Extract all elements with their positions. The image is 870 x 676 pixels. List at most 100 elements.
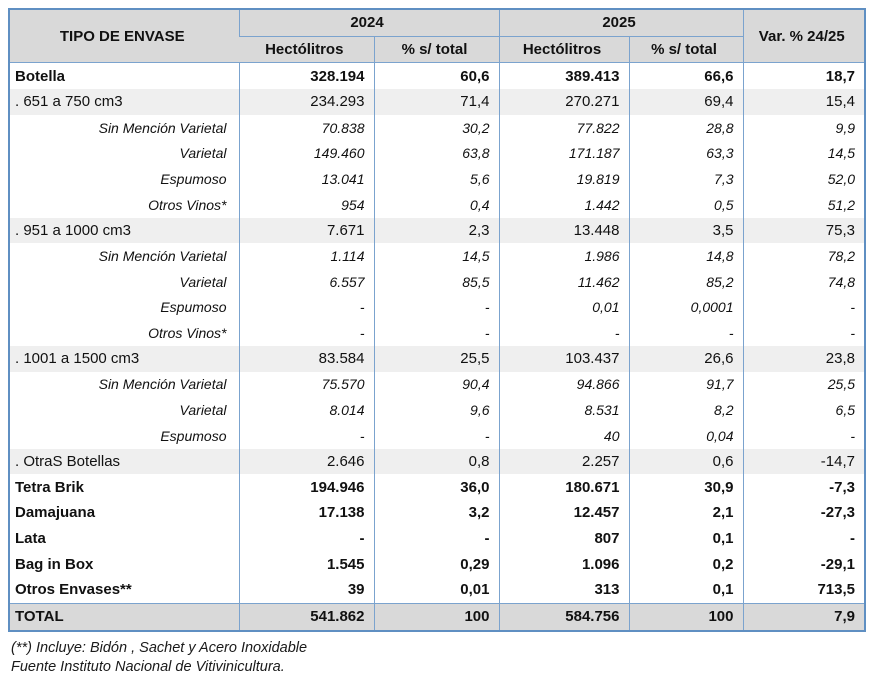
row-label-cell: Varietal xyxy=(9,140,239,167)
value-cell: 149.460 xyxy=(238,140,374,167)
value-cell: - xyxy=(373,423,499,449)
value-cell: 39 xyxy=(238,577,374,604)
table-row: Varietal 8.014 9,6 8.531 8,2 6,5 xyxy=(9,397,865,423)
value-cell: 2.257 xyxy=(498,448,629,475)
value-cell: 2,1 xyxy=(628,500,743,526)
value-cell: 541.862 xyxy=(238,602,374,631)
table-row: Otros Vinos* 954 0,4 1.442 0,5 51,2 xyxy=(9,191,865,218)
value-cell: 60,6 xyxy=(373,62,499,90)
row-label-cell: . 651 a 750 cm3 xyxy=(9,89,239,115)
value-cell: - xyxy=(498,320,629,346)
row-label-cell: Varietal xyxy=(9,268,239,295)
value-cell: 6,5 xyxy=(742,397,865,423)
value-cell: 11.462 xyxy=(498,268,629,295)
value-cell: - xyxy=(742,525,865,552)
table-body: Botella 328.194 60,6 389.413 66,6 18,7. 651 a… xyxy=(9,62,865,631)
value-cell: 25,5 xyxy=(742,371,865,398)
row-label-cell: Bag in Box xyxy=(9,551,239,578)
value-cell: 74,8 xyxy=(742,268,865,295)
table-row: . 651 a 750 cm3 234.293 71,4 270.271 69,4 15,… xyxy=(9,89,865,115)
value-cell: 194.946 xyxy=(238,474,374,501)
value-cell: 8.014 xyxy=(238,397,374,423)
value-cell: 0,1 xyxy=(628,577,743,604)
subheader-hectolitros-2024: Hectólitros xyxy=(239,36,374,64)
value-cell: 7,3 xyxy=(628,166,743,192)
value-cell: - xyxy=(742,320,865,346)
value-cell: 1.114 xyxy=(238,243,374,269)
row-label-cell: Espumoso xyxy=(9,423,239,449)
value-cell: - xyxy=(373,525,499,552)
row-label-cell: Botella xyxy=(9,62,239,90)
table-row: Botella 328.194 60,6 389.413 66,6 18,7 xyxy=(9,62,865,90)
value-cell: 713,5 xyxy=(742,577,865,604)
table-header: TIPO DE ENVASE 2024 2025 Var. % 24/25 He… xyxy=(9,9,865,64)
table-row: TOTAL 541.862 100 584.756 100 7,9 xyxy=(9,602,865,631)
value-cell: -29,1 xyxy=(742,551,865,578)
value-cell: - xyxy=(742,423,865,449)
value-cell: 63,3 xyxy=(628,140,743,167)
table-row: Otros Envases** 39 0,01 313 0,1 713,5 xyxy=(9,577,865,604)
value-cell: 30,9 xyxy=(628,474,743,501)
table-row: Sin Mención Varietal 70.838 30,2 77.822 28,8… xyxy=(9,114,865,141)
row-label-cell: Sin Mención Varietal xyxy=(9,243,239,269)
value-cell: 75,3 xyxy=(742,217,865,244)
value-cell: 63,8 xyxy=(373,140,499,167)
value-cell: 75.570 xyxy=(238,371,374,398)
value-cell: 66,6 xyxy=(628,62,743,90)
value-cell: 7,9 xyxy=(742,602,865,631)
table-row: Tetra Brik 194.946 36,0 180.671 30,9 -7,3 xyxy=(9,474,865,501)
footnote-source: Fuente Instituto Nacional de Vitivinicul… xyxy=(11,658,285,675)
table-row: Damajuana 17.138 3,2 12.457 2,1 -27,3 xyxy=(9,500,865,526)
value-cell: - xyxy=(238,423,374,449)
subheader-hectolitros-2025: Hectólitros xyxy=(498,36,629,64)
corner-header: TIPO DE ENVASE xyxy=(9,9,239,64)
value-cell: 270.271 xyxy=(498,89,629,115)
value-cell: 85,2 xyxy=(628,268,743,295)
value-cell: 389.413 xyxy=(498,62,629,90)
value-cell: 7.671 xyxy=(238,217,374,244)
value-cell: - xyxy=(238,320,374,346)
value-cell: 328.194 xyxy=(238,62,374,90)
value-cell: 18,7 xyxy=(742,62,865,90)
value-cell: 3,2 xyxy=(373,500,499,526)
table-row: Espumoso - -0,01 0,0001- xyxy=(9,294,865,321)
value-cell: 28,8 xyxy=(628,114,743,141)
table-row: Espumoso 13.041 5,6 19.819 7,3 52,0 xyxy=(9,166,865,192)
row-label-cell: Espumoso xyxy=(9,294,239,321)
table-row: . 1001 a 1500 cm3 83.584 25,5 103.437 26,6 23… xyxy=(9,345,865,372)
value-cell: 0,04 xyxy=(628,423,743,449)
value-cell: 70.838 xyxy=(238,114,374,141)
value-cell: 2.646 xyxy=(238,448,374,475)
table-row: Sin Mención Varietal 75.570 90,4 94.866 91,7… xyxy=(9,371,865,398)
value-cell: 14,8 xyxy=(628,243,743,269)
year-header-2024: 2024 xyxy=(238,9,499,37)
value-cell: 14,5 xyxy=(373,243,499,269)
value-cell: 83.584 xyxy=(238,345,374,372)
value-cell: - xyxy=(628,320,743,346)
value-cell: 313 xyxy=(498,577,629,604)
value-cell: 51,2 xyxy=(742,191,865,218)
value-cell: 12.457 xyxy=(498,500,629,526)
value-cell: 1.442 xyxy=(498,191,629,218)
value-cell: - xyxy=(742,294,865,321)
value-cell: 100 xyxy=(373,602,499,631)
table-row: Sin Mención Varietal 1.114 14,5 1.986 14,8 78… xyxy=(9,243,865,269)
table-row: Bag in Box 1.545 0,29 1.096 0,2 -29,1 xyxy=(9,551,865,578)
value-cell: 0,0001 xyxy=(628,294,743,321)
value-cell: 85,5 xyxy=(373,268,499,295)
value-cell: 3,5 xyxy=(628,217,743,244)
footnote-includes: (**) Incluye: Bidón , Sachet y Acero Ino… xyxy=(11,639,308,656)
value-cell: 0,2 xyxy=(628,551,743,578)
subheader-pct-2025: % s/ total xyxy=(628,36,743,64)
value-cell: 77.822 xyxy=(498,114,629,141)
value-cell: 1.545 xyxy=(238,551,374,578)
row-label-cell: Lata xyxy=(9,525,239,552)
row-label-cell: . OtraS Botellas xyxy=(9,448,239,475)
subheader-pct-2024: % s/ total xyxy=(373,36,499,64)
table-row: Espumoso - -40 0,04- xyxy=(9,423,865,449)
value-cell: 2,3 xyxy=(373,217,499,244)
value-cell: 103.437 xyxy=(498,345,629,372)
value-cell: -14,7 xyxy=(742,448,865,475)
value-cell: - xyxy=(238,525,374,552)
envase-table: TIPO DE ENVASE 2024 2025 Var. % 24/25 He… xyxy=(8,8,866,632)
